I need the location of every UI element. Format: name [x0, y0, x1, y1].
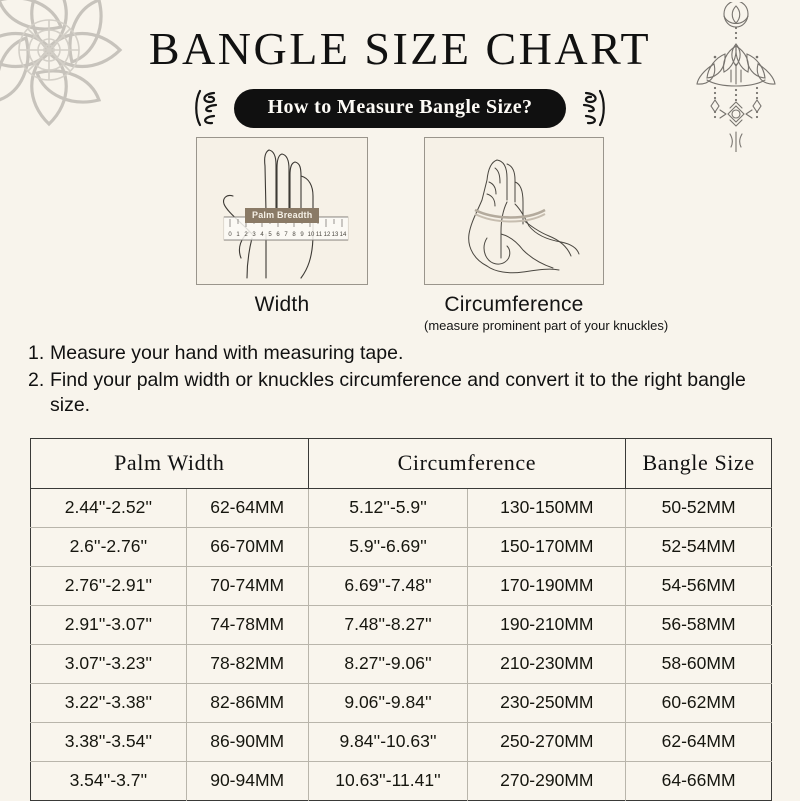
- figure-circumference-subcaption: (measure prominent part of your knuckles…: [424, 318, 669, 333]
- table-cell: 3.22''-3.38'': [30, 683, 187, 723]
- figure-width-caption: Width: [254, 293, 310, 316]
- figure-circumference: Circumference (measure prominent part of…: [424, 137, 669, 333]
- badge-row: How to Measure Bangle Size?: [0, 88, 800, 128]
- instruction-number: 1.: [28, 342, 45, 364]
- table-cell: 250-270MM: [467, 722, 627, 762]
- svg-text:2: 2: [244, 232, 248, 238]
- table-cell: 62-64MM: [625, 722, 772, 762]
- table-row: 3.22''-3.38'' 82-86MM 9.06''-9.84'' 230-250…: [30, 683, 772, 723]
- table-cell: 60-62MM: [625, 683, 772, 723]
- table-cell: 5.12''-5.9'': [308, 488, 469, 528]
- table-cell: 52-54MM: [625, 527, 772, 567]
- instruction-text: Find your palm width or knuckles circumf…: [50, 369, 746, 416]
- table-cell: 58-60MM: [625, 644, 772, 684]
- svg-text:10: 10: [308, 232, 315, 238]
- swirl-flourish-right-icon: [583, 89, 606, 127]
- svg-text:1: 1: [236, 232, 240, 238]
- table-cell: 210-230MM: [467, 644, 627, 684]
- svg-text:7: 7: [284, 232, 288, 238]
- column-header-palm-width: Palm Width: [30, 438, 309, 489]
- table-row: 2.44''-2.52'' 62-64MM 5.12''-5.9'' 130-150M…: [30, 488, 772, 528]
- table-cell: 2.76''-2.91'': [30, 566, 187, 606]
- svg-text:11: 11: [316, 232, 323, 238]
- table-header-row: Palm Width Circumference Bangle Size: [30, 438, 772, 489]
- svg-text:0: 0: [228, 232, 232, 238]
- table-cell: 9.06''-9.84'': [308, 683, 469, 723]
- table-cell: 3.07''-3.23'': [30, 644, 187, 684]
- figure-circumference-caption: Circumference: [444, 293, 584, 316]
- svg-text:14: 14: [340, 232, 347, 238]
- table-cell: 2.91''-3.07'': [30, 605, 187, 645]
- table-cell: 82-86MM: [186, 683, 309, 723]
- instruction-text: Measure your hand with measuring tape.: [50, 342, 404, 364]
- table-row: 3.38''-3.54'' 86-90MM 9.84''-10.63'' 250-27…: [30, 722, 772, 762]
- svg-text:13: 13: [332, 232, 339, 238]
- table-row: 3.07''-3.23'' 78-82MM 8.27''-9.06'' 210-230…: [30, 644, 772, 684]
- table-row: 2.6''-2.76'' 66-70MM 5.9''-6.69'' 150-170MM…: [30, 527, 772, 567]
- svg-text:9: 9: [300, 232, 304, 238]
- table-cell: 56-58MM: [625, 605, 772, 645]
- table-cell: 6.69''-7.48'': [308, 566, 469, 606]
- table-body: 2.44''-2.52'' 62-64MM 5.12''-5.9'' 130-150M…: [30, 488, 772, 801]
- instruction-item: 1. Measure your hand with measuring tape…: [28, 341, 772, 366]
- page-title: BANGLE SIZE CHART: [148, 23, 652, 74]
- table-row: 2.91''-3.07'' 74-78MM 7.48''-8.27'' 190-210…: [30, 605, 772, 645]
- table-cell: 270-290MM: [467, 761, 627, 801]
- table-cell: 150-170MM: [467, 527, 627, 567]
- table-cell: 62-64MM: [186, 488, 309, 528]
- table-cell: 130-150MM: [467, 488, 627, 528]
- table-cell: 190-210MM: [467, 605, 627, 645]
- table-row: 2.76''-2.91'' 70-74MM 6.69''-7.48'' 170-190…: [30, 566, 772, 606]
- table-cell: 90-94MM: [186, 761, 309, 801]
- circumference-illustration-frame: [424, 137, 604, 285]
- svg-text:3: 3: [252, 232, 256, 238]
- table-cell: 5.9''-6.69'': [308, 527, 469, 567]
- table-cell: 2.44''-2.52'': [30, 488, 187, 528]
- table-cell: 86-90MM: [186, 722, 309, 762]
- table-cell: 50-52MM: [625, 488, 772, 528]
- column-header-circumference: Circumference: [308, 438, 627, 489]
- table-cell: 10.63''-11.41'': [308, 761, 469, 801]
- table-cell: 74-78MM: [186, 605, 309, 645]
- instructions-list: 1. Measure your hand with measuring tape…: [28, 341, 772, 420]
- svg-text:5: 5: [268, 232, 272, 238]
- svg-text:8: 8: [292, 232, 296, 238]
- table-cell: 2.6''-2.76'': [30, 527, 187, 567]
- table-cell: 78-82MM: [186, 644, 309, 684]
- table-cell: 8.27''-9.06'': [308, 644, 469, 684]
- table-cell: 9.84''-10.63'': [308, 722, 469, 762]
- table-row: 3.54''-3.7'' 90-94MM 10.63''-11.41'' 270-29…: [30, 761, 772, 801]
- svg-text:6: 6: [276, 232, 280, 238]
- table-cell: 70-74MM: [186, 566, 309, 606]
- table-cell: 170-190MM: [467, 566, 627, 606]
- svg-text:4: 4: [260, 232, 264, 238]
- knuckle-circumference-hand-illustration: [468, 159, 580, 274]
- table-cell: 7.48''-8.27'': [308, 605, 469, 645]
- table-cell: 66-70MM: [186, 527, 309, 567]
- column-header-bangle-size: Bangle Size: [625, 438, 772, 489]
- instruction-item: 2. Find your palm width or knuckles circ…: [28, 368, 772, 418]
- svg-text:12: 12: [324, 232, 331, 238]
- table-cell: 230-250MM: [467, 683, 627, 723]
- table-cell: 3.38''-3.54'': [30, 722, 187, 762]
- table-cell: 64-66MM: [661, 770, 736, 790]
- bangle-size-table: Palm Width Circumference Bangle Size 2.4…: [30, 438, 772, 801]
- table-cell: 3.54''-3.7'': [30, 761, 187, 801]
- instruction-number: 2.: [28, 369, 45, 391]
- swirl-flourish-left-icon: [194, 89, 217, 127]
- table-cell: 54-56MM: [625, 566, 772, 606]
- measure-badge: How to Measure Bangle Size?: [233, 88, 567, 128]
- palm-breadth-label: Palm Breadth: [245, 208, 320, 223]
